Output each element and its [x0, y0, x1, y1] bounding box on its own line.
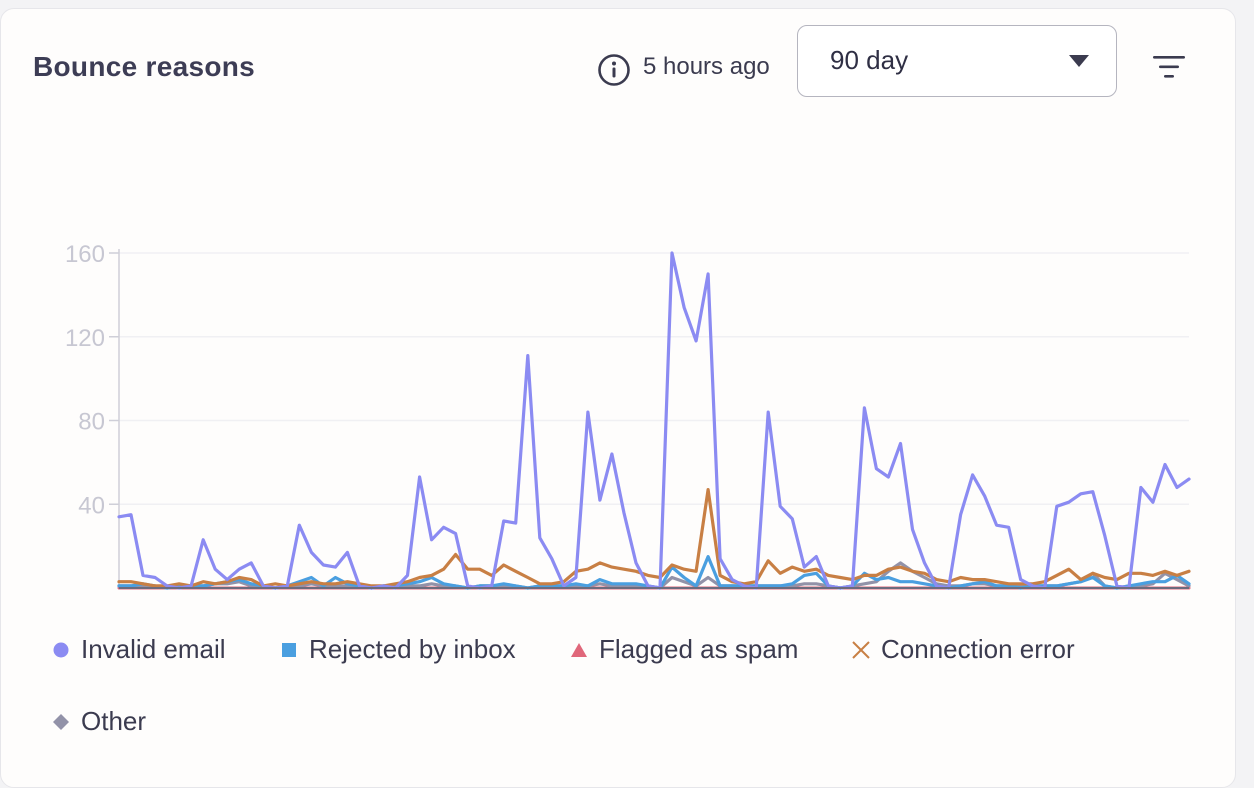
last-updated-text: 5 hours ago [643, 53, 770, 80]
cross-marker-icon [852, 640, 870, 659]
y-tick-label: 120 [65, 325, 105, 352]
range-select-value: 90 day [830, 45, 909, 75]
legend-item-invalid-email[interactable]: Invalid email [51, 634, 226, 665]
diamond-marker-icon [53, 713, 69, 730]
legend-label: Connection error [881, 634, 1075, 664]
card-title: Bounce reasons [33, 51, 256, 82]
bounce-reasons-card: Bounce reasons 5 hours ago 90 day 40 80 12… [0, 8, 1236, 788]
y-tick-label: 80 [78, 409, 105, 436]
circle-marker-icon [53, 642, 69, 657]
y-tick-label: 160 [65, 241, 105, 268]
series-line-connection-error[interactable] [117, 488, 1191, 588]
legend-item-flagged-as-spam[interactable]: Flagged as spam [569, 634, 798, 665]
range-select[interactable]: 90 day [797, 25, 1117, 97]
info-icon[interactable] [597, 53, 631, 87]
legend-item-rejected-by-inbox[interactable]: Rejected by inbox [279, 634, 516, 665]
filter-icon[interactable] [1151, 53, 1187, 81]
legend-item-connection-error[interactable]: Connection error [851, 634, 1075, 665]
legend-label: Flagged as spam [599, 634, 799, 664]
square-marker-icon [282, 642, 296, 657]
legend-label: Invalid email [81, 634, 226, 664]
bounce-reasons-chart: 40 80 120 160 [65, 241, 1191, 590]
caret-down-icon [1069, 55, 1089, 67]
legend-label: Other [81, 706, 147, 736]
legend-label: Rejected by inbox [309, 634, 516, 664]
y-tick-label: 40 [78, 492, 105, 519]
legend-item-other[interactable]: Other [51, 706, 146, 737]
series-line-invalid-email[interactable] [117, 251, 1191, 590]
triangle-marker-icon [571, 642, 587, 657]
